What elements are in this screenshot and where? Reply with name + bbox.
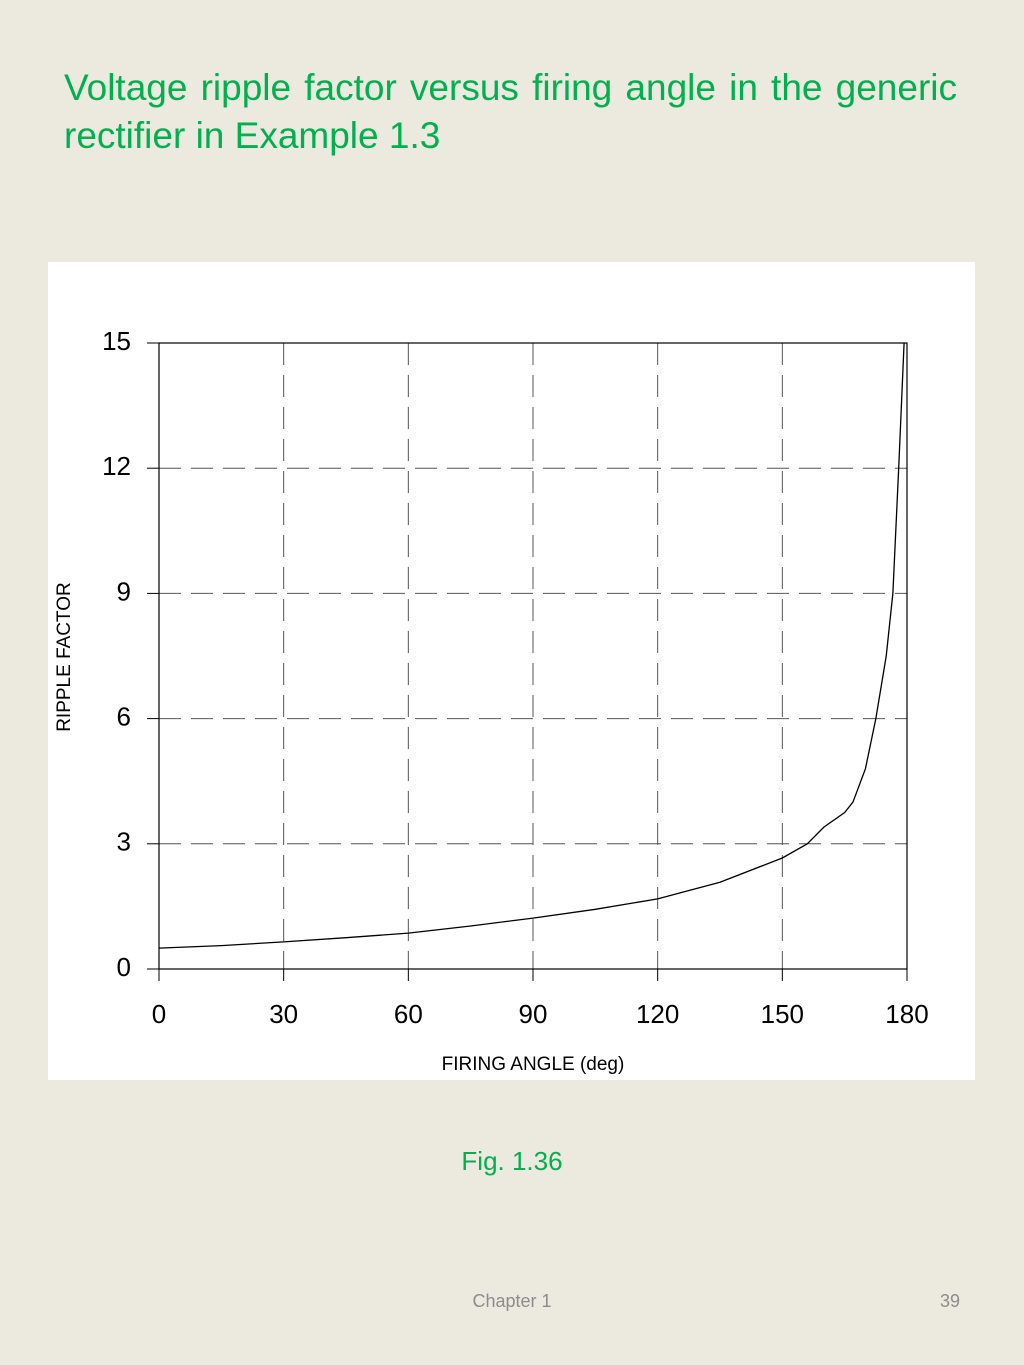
- plot-frame: [158, 342, 908, 970]
- x-tick-label: 90: [519, 999, 548, 1029]
- figure-caption: Fig. 1.36: [461, 1146, 563, 1176]
- slide-title: Voltage ripple factor versus firing angl…: [64, 67, 957, 156]
- x-tick-label: 120: [636, 999, 679, 1029]
- x-tick-label: 180: [885, 999, 928, 1029]
- x-axis-label: FIRING ANGLE (deg): [442, 1054, 625, 1075]
- y-axis-label: RIPPLE FACTOR: [54, 582, 75, 732]
- y-tick-label: 3: [117, 827, 131, 857]
- x-tick-label: 0: [152, 999, 166, 1029]
- x-tick-label: 30: [269, 999, 298, 1029]
- chart-background: [48, 262, 975, 1080]
- x-tick-label: 150: [761, 999, 804, 1029]
- y-tick-label: 6: [117, 701, 131, 731]
- data-line: [158, 342, 905, 949]
- y-tick-label: 0: [117, 952, 131, 982]
- page-number: 39: [939, 1291, 960, 1311]
- y-tick-label: 9: [117, 576, 131, 606]
- footer: Chapter 1: [472, 1291, 552, 1311]
- x-tick-label: 60: [394, 999, 423, 1029]
- y-tick-label: 12: [102, 451, 131, 481]
- y-tick-label: 15: [102, 326, 131, 356]
